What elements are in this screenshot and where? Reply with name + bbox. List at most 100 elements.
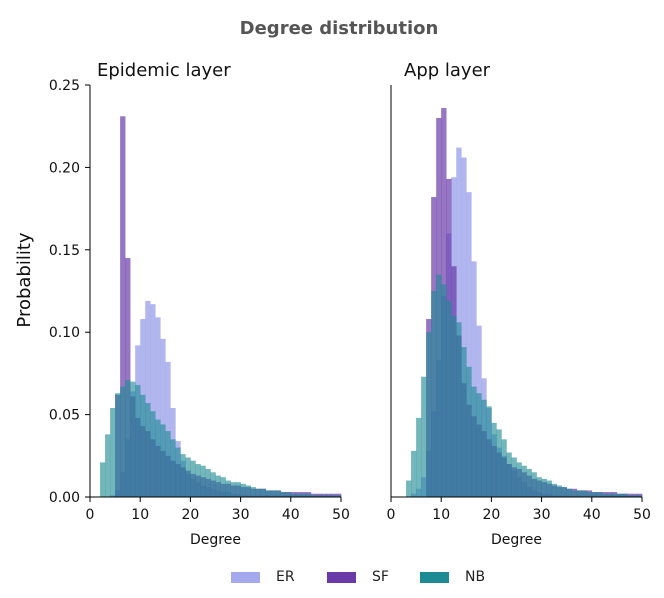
bar-nb bbox=[290, 493, 297, 497]
bar-sf bbox=[120, 116, 126, 497]
bar-nb bbox=[285, 492, 292, 497]
bar-nb bbox=[571, 490, 578, 497]
bar-nb bbox=[586, 492, 593, 497]
bar-er bbox=[145, 300, 151, 497]
bar-nb bbox=[506, 452, 512, 497]
bar-nb bbox=[200, 465, 206, 497]
y-tick-label: 0.15 bbox=[49, 243, 80, 259]
bar-nb bbox=[541, 478, 547, 497]
bar-nb bbox=[235, 482, 241, 497]
bar-nb bbox=[436, 274, 442, 497]
bar-nb bbox=[275, 490, 282, 497]
y-tick-label: 0.20 bbox=[49, 160, 80, 176]
bar-nb bbox=[140, 394, 146, 497]
bar-nb bbox=[486, 406, 492, 497]
bar-nb bbox=[411, 450, 417, 497]
bar-nb bbox=[631, 495, 638, 497]
bar-nb bbox=[446, 300, 452, 497]
y-tick-label: 0.05 bbox=[49, 408, 80, 424]
legend-item-sf: SF bbox=[327, 565, 389, 589]
legend-label-nb: NB bbox=[465, 569, 486, 585]
legend: ER SF NB bbox=[0, 565, 664, 589]
bar-nb bbox=[330, 495, 337, 497]
bar-er bbox=[160, 338, 166, 497]
bar-nb bbox=[431, 291, 437, 497]
legend-label-er: ER bbox=[276, 569, 295, 585]
y-tick-label: 0.00 bbox=[49, 490, 80, 506]
bar-nb bbox=[501, 439, 507, 497]
bar-nb bbox=[496, 429, 502, 497]
bar-nb bbox=[145, 403, 151, 497]
legend-swatch-sf bbox=[327, 571, 356, 583]
bar-nb bbox=[230, 482, 236, 497]
bar-nb bbox=[175, 447, 181, 497]
bar-er bbox=[165, 361, 171, 497]
bar-nb bbox=[310, 495, 317, 497]
x-tick-label: 10 bbox=[131, 507, 149, 523]
bar-nb bbox=[160, 424, 166, 497]
bar-nb bbox=[215, 475, 221, 497]
bar-nb bbox=[466, 366, 472, 497]
bar-nb bbox=[150, 411, 156, 497]
panel-app-layer: App layer 0 10 20 30 40 50 Degree bbox=[387, 60, 651, 548]
bar-nb bbox=[260, 488, 266, 497]
bar-nb bbox=[481, 399, 487, 497]
bar-nb bbox=[616, 493, 623, 497]
legend-item-er: ER bbox=[231, 565, 295, 589]
series-nb bbox=[100, 379, 342, 497]
panel-epidemic-layer: Epidemic layer 0 10 20 30 40 50 Degree 0.00 0.05 0… bbox=[49, 60, 350, 548]
y-tick-label: 0.25 bbox=[49, 78, 80, 94]
x-tick-label: 40 bbox=[282, 507, 300, 523]
bar-nb bbox=[180, 454, 186, 497]
bar-nb bbox=[601, 493, 608, 497]
panel-title: App layer bbox=[404, 60, 491, 81]
bar-er bbox=[150, 304, 156, 497]
bar-nb bbox=[195, 464, 201, 497]
bar-er bbox=[461, 157, 467, 497]
bar-nb bbox=[546, 480, 552, 497]
bar-nb bbox=[320, 495, 327, 497]
bar-er bbox=[471, 261, 477, 497]
bar-nb bbox=[441, 284, 447, 497]
bar-nb bbox=[220, 477, 226, 497]
bar-nb bbox=[576, 490, 583, 497]
bar-nb bbox=[255, 488, 261, 497]
bar-nb bbox=[130, 381, 136, 497]
bar-nb bbox=[406, 480, 412, 497]
bar-nb bbox=[325, 495, 332, 497]
x-tick-label: 40 bbox=[583, 507, 601, 523]
bar-nb bbox=[516, 462, 522, 497]
bar-nb bbox=[305, 493, 312, 497]
series-nb bbox=[406, 274, 643, 497]
chart-title: Degree distribution bbox=[240, 18, 439, 39]
bar-nb bbox=[210, 472, 216, 497]
bar-nb bbox=[521, 465, 527, 497]
bar-nb bbox=[245, 485, 251, 497]
bar-nb bbox=[165, 431, 171, 497]
bar-nb bbox=[426, 332, 432, 497]
bar-nb bbox=[636, 495, 643, 497]
bar-nb bbox=[491, 422, 497, 497]
panel-title: Epidemic layer bbox=[97, 60, 231, 81]
x-tick-label: 30 bbox=[533, 507, 551, 523]
bar-nb bbox=[621, 493, 628, 497]
bar-sf bbox=[125, 258, 131, 497]
x-tick-label: 50 bbox=[332, 507, 350, 523]
bar-nb bbox=[596, 492, 603, 497]
x-tick-label: 0 bbox=[86, 507, 95, 523]
x-tick-label: 0 bbox=[387, 507, 396, 523]
bar-nb bbox=[456, 322, 462, 497]
legend-item-nb: NB bbox=[420, 565, 485, 589]
bar-nb bbox=[416, 417, 422, 497]
bar-nb bbox=[626, 495, 633, 497]
bar-nb bbox=[120, 386, 126, 497]
x-tick-label: 10 bbox=[432, 507, 450, 523]
bar-nb bbox=[240, 483, 246, 497]
bar-nb bbox=[556, 485, 562, 497]
bar-nb bbox=[471, 386, 477, 497]
bar-nb bbox=[581, 490, 588, 497]
x-tick-label: 50 bbox=[633, 507, 651, 523]
x-axis-label: Degree bbox=[491, 532, 542, 548]
bar-nb bbox=[606, 493, 613, 497]
